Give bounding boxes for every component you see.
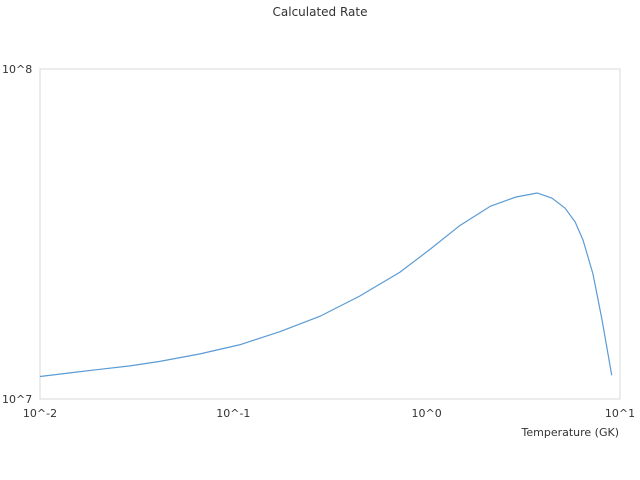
x-tick-label: 10^0 [412, 407, 442, 420]
line [39, 192, 613, 378]
x-tick-label: 10^-1 [216, 407, 250, 420]
y-tick-label: 10^8 [2, 63, 32, 76]
chart-title: Calculated Rate [273, 5, 368, 19]
x-tick-label: 10^-2 [23, 407, 57, 420]
x-tick-label: 10^1 [605, 407, 635, 420]
y-tick-label: 10^7 [2, 393, 32, 406]
x-axis-title: Temperature (GK) [521, 426, 620, 439]
plot-area [39, 68, 621, 400]
